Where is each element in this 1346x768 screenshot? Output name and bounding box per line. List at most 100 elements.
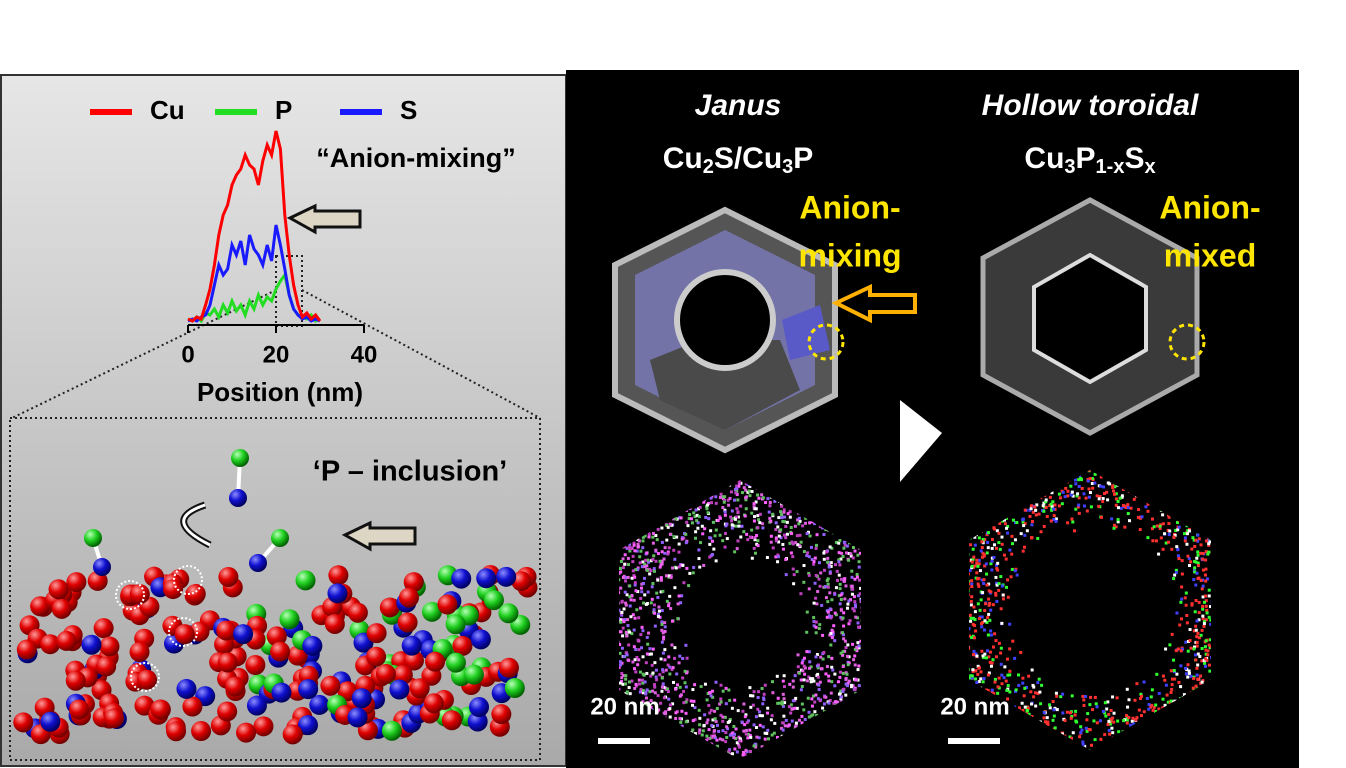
dot — [990, 690, 994, 694]
dot — [997, 588, 1001, 592]
dot — [634, 684, 638, 688]
dot — [683, 669, 687, 673]
dot — [809, 665, 813, 669]
dot — [1208, 646, 1211, 650]
atom — [309, 694, 330, 715]
dot — [636, 545, 640, 549]
dot — [973, 623, 977, 627]
dot — [855, 575, 859, 579]
dot — [970, 595, 974, 599]
dot — [801, 524, 805, 528]
dot — [782, 508, 786, 512]
dot — [1170, 687, 1174, 691]
dot — [711, 520, 715, 524]
dot — [969, 627, 971, 631]
dot — [693, 706, 697, 710]
dot — [697, 731, 701, 735]
dot — [800, 721, 804, 725]
dot — [1161, 706, 1165, 710]
dot — [995, 599, 999, 603]
dot — [1190, 547, 1194, 551]
dot — [749, 705, 753, 709]
dot — [1019, 650, 1023, 654]
dot — [791, 542, 795, 546]
dot — [813, 522, 817, 526]
dot — [844, 671, 848, 675]
dot — [1197, 636, 1201, 640]
dot — [1164, 683, 1168, 687]
dot — [1043, 720, 1047, 724]
dot — [756, 539, 760, 543]
dot — [1207, 543, 1211, 547]
dot — [622, 574, 626, 578]
dot — [653, 685, 657, 689]
dot — [828, 570, 832, 574]
dot — [1194, 560, 1198, 564]
dot — [702, 563, 706, 567]
dot — [1000, 621, 1004, 625]
dot — [619, 586, 623, 590]
dot — [841, 631, 845, 635]
dot — [753, 536, 757, 540]
dot — [1030, 668, 1034, 672]
dot — [624, 674, 628, 678]
dot — [744, 713, 748, 717]
dot — [830, 546, 834, 550]
atom — [137, 669, 158, 690]
dot — [1094, 702, 1098, 706]
dot — [969, 646, 971, 650]
dot — [853, 663, 857, 667]
dot — [826, 585, 830, 589]
dot — [743, 715, 747, 719]
dot — [839, 577, 843, 581]
dot — [652, 608, 656, 612]
dot — [785, 532, 789, 536]
dot — [1186, 649, 1190, 653]
dot — [807, 587, 811, 591]
dot — [630, 576, 634, 580]
dot — [1029, 504, 1033, 508]
dot — [653, 611, 657, 615]
dot — [1042, 716, 1046, 720]
dot — [635, 655, 639, 659]
dot — [737, 520, 741, 524]
dot — [649, 699, 653, 703]
dot — [685, 566, 689, 570]
formula-part: P — [1076, 142, 1096, 175]
dot — [858, 592, 861, 596]
dot — [998, 547, 1002, 551]
dot — [1166, 528, 1170, 532]
dot — [970, 676, 974, 680]
dot — [643, 534, 647, 538]
dot — [1008, 669, 1012, 673]
dot — [985, 583, 989, 587]
atom — [287, 645, 308, 666]
dot — [624, 677, 628, 681]
dot — [838, 563, 842, 567]
dot — [1061, 490, 1065, 494]
dot — [1179, 664, 1183, 668]
dot — [641, 546, 645, 550]
dot — [621, 634, 625, 638]
dot — [1069, 716, 1073, 720]
dot — [1006, 697, 1010, 701]
dot — [803, 672, 807, 676]
dot — [692, 565, 696, 569]
dot — [988, 650, 992, 654]
column-title: Janus — [695, 89, 782, 122]
dot — [986, 633, 990, 637]
dot — [666, 552, 670, 556]
dot — [723, 499, 727, 503]
dot — [1089, 695, 1093, 699]
dot — [986, 649, 990, 653]
dot — [746, 719, 750, 723]
dot — [808, 660, 812, 664]
dot — [856, 678, 860, 682]
dot — [1021, 520, 1025, 524]
dot — [1192, 578, 1196, 582]
dot — [1187, 671, 1191, 675]
atom — [66, 572, 87, 593]
atom — [16, 639, 37, 660]
dot — [1176, 528, 1180, 532]
dot — [649, 569, 653, 573]
